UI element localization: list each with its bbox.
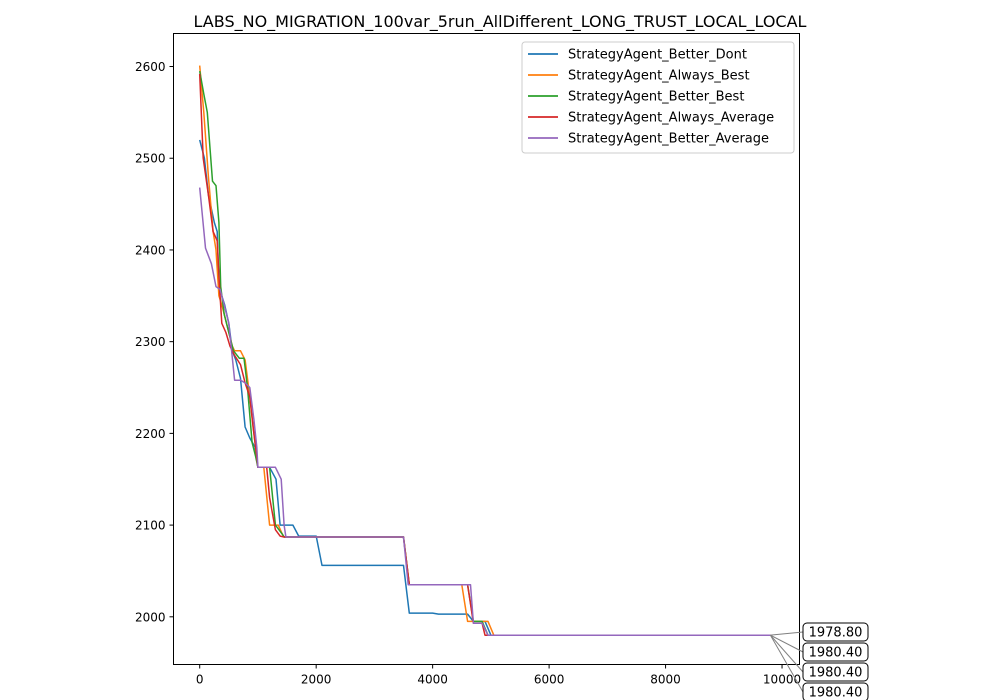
y-tick-label: 2200 [135,427,166,441]
legend-label-1: StrategyAgent_Better_Dont [568,48,747,63]
x-axis: 0 2000 4000 6000 8000 10000 [196,664,801,687]
legend-box [521,41,795,154]
annotation-box [802,622,869,642]
y-tick-label: 2500 [135,152,166,166]
series-line-3 [198,70,771,636]
y-tick-label: 2600 [135,60,166,74]
annotation-leader [769,634,804,693]
annotation-leader [770,634,804,653]
chart-title: LABS_NO_MIGRATION_100var_5run_AllDiffere… [194,12,807,32]
annotation-leader [770,631,804,636]
y-tick-label: 2300 [135,335,166,349]
series-line-4 [198,73,771,636]
plot-frame [173,33,800,665]
annotation-label: 1980.40 [809,646,863,661]
legend-label-2: StrategyAgent_Always_Best [568,69,750,84]
x-tick-label: 4000 [417,673,448,687]
annotation-box [802,682,869,700]
series-line-1 [198,139,771,636]
y-tick-label: 2400 [135,243,166,257]
annotation-label: 1978.80 [809,626,863,641]
x-tick-label: 8000 [650,673,681,687]
legend-label-5: StrategyAgent_Better_Average [568,132,769,147]
annotation-box [802,642,869,662]
y-tick-label: 2100 [135,519,166,533]
x-tick-label: 0 [196,673,204,687]
legend-label-3: StrategyAgent_Better_Best [568,90,744,105]
legend-label-4: StrategyAgent_Always_Average [568,111,774,126]
x-tick-label: 6000 [534,673,565,687]
annotation-box [802,662,869,682]
x-tick-label: 2000 [301,673,332,687]
series-layer [198,65,771,636]
annotation-label: 1980.40 [809,666,863,681]
annotation-leader [770,634,804,673]
legend: StrategyAgent_Better_Dont StrategyAgent_A… [521,41,795,154]
x-tick-label: 10000 [763,673,801,687]
annotations: 1978.80 1980.40 1980.40 1980.40 [769,622,869,700]
annotation-label: 1980.40 [809,686,863,700]
series-line-5 [198,187,771,636]
y-tick-label: 2000 [135,610,166,624]
y-axis: 2000 2100 2200 2300 2400 2500 2600 [135,60,174,624]
